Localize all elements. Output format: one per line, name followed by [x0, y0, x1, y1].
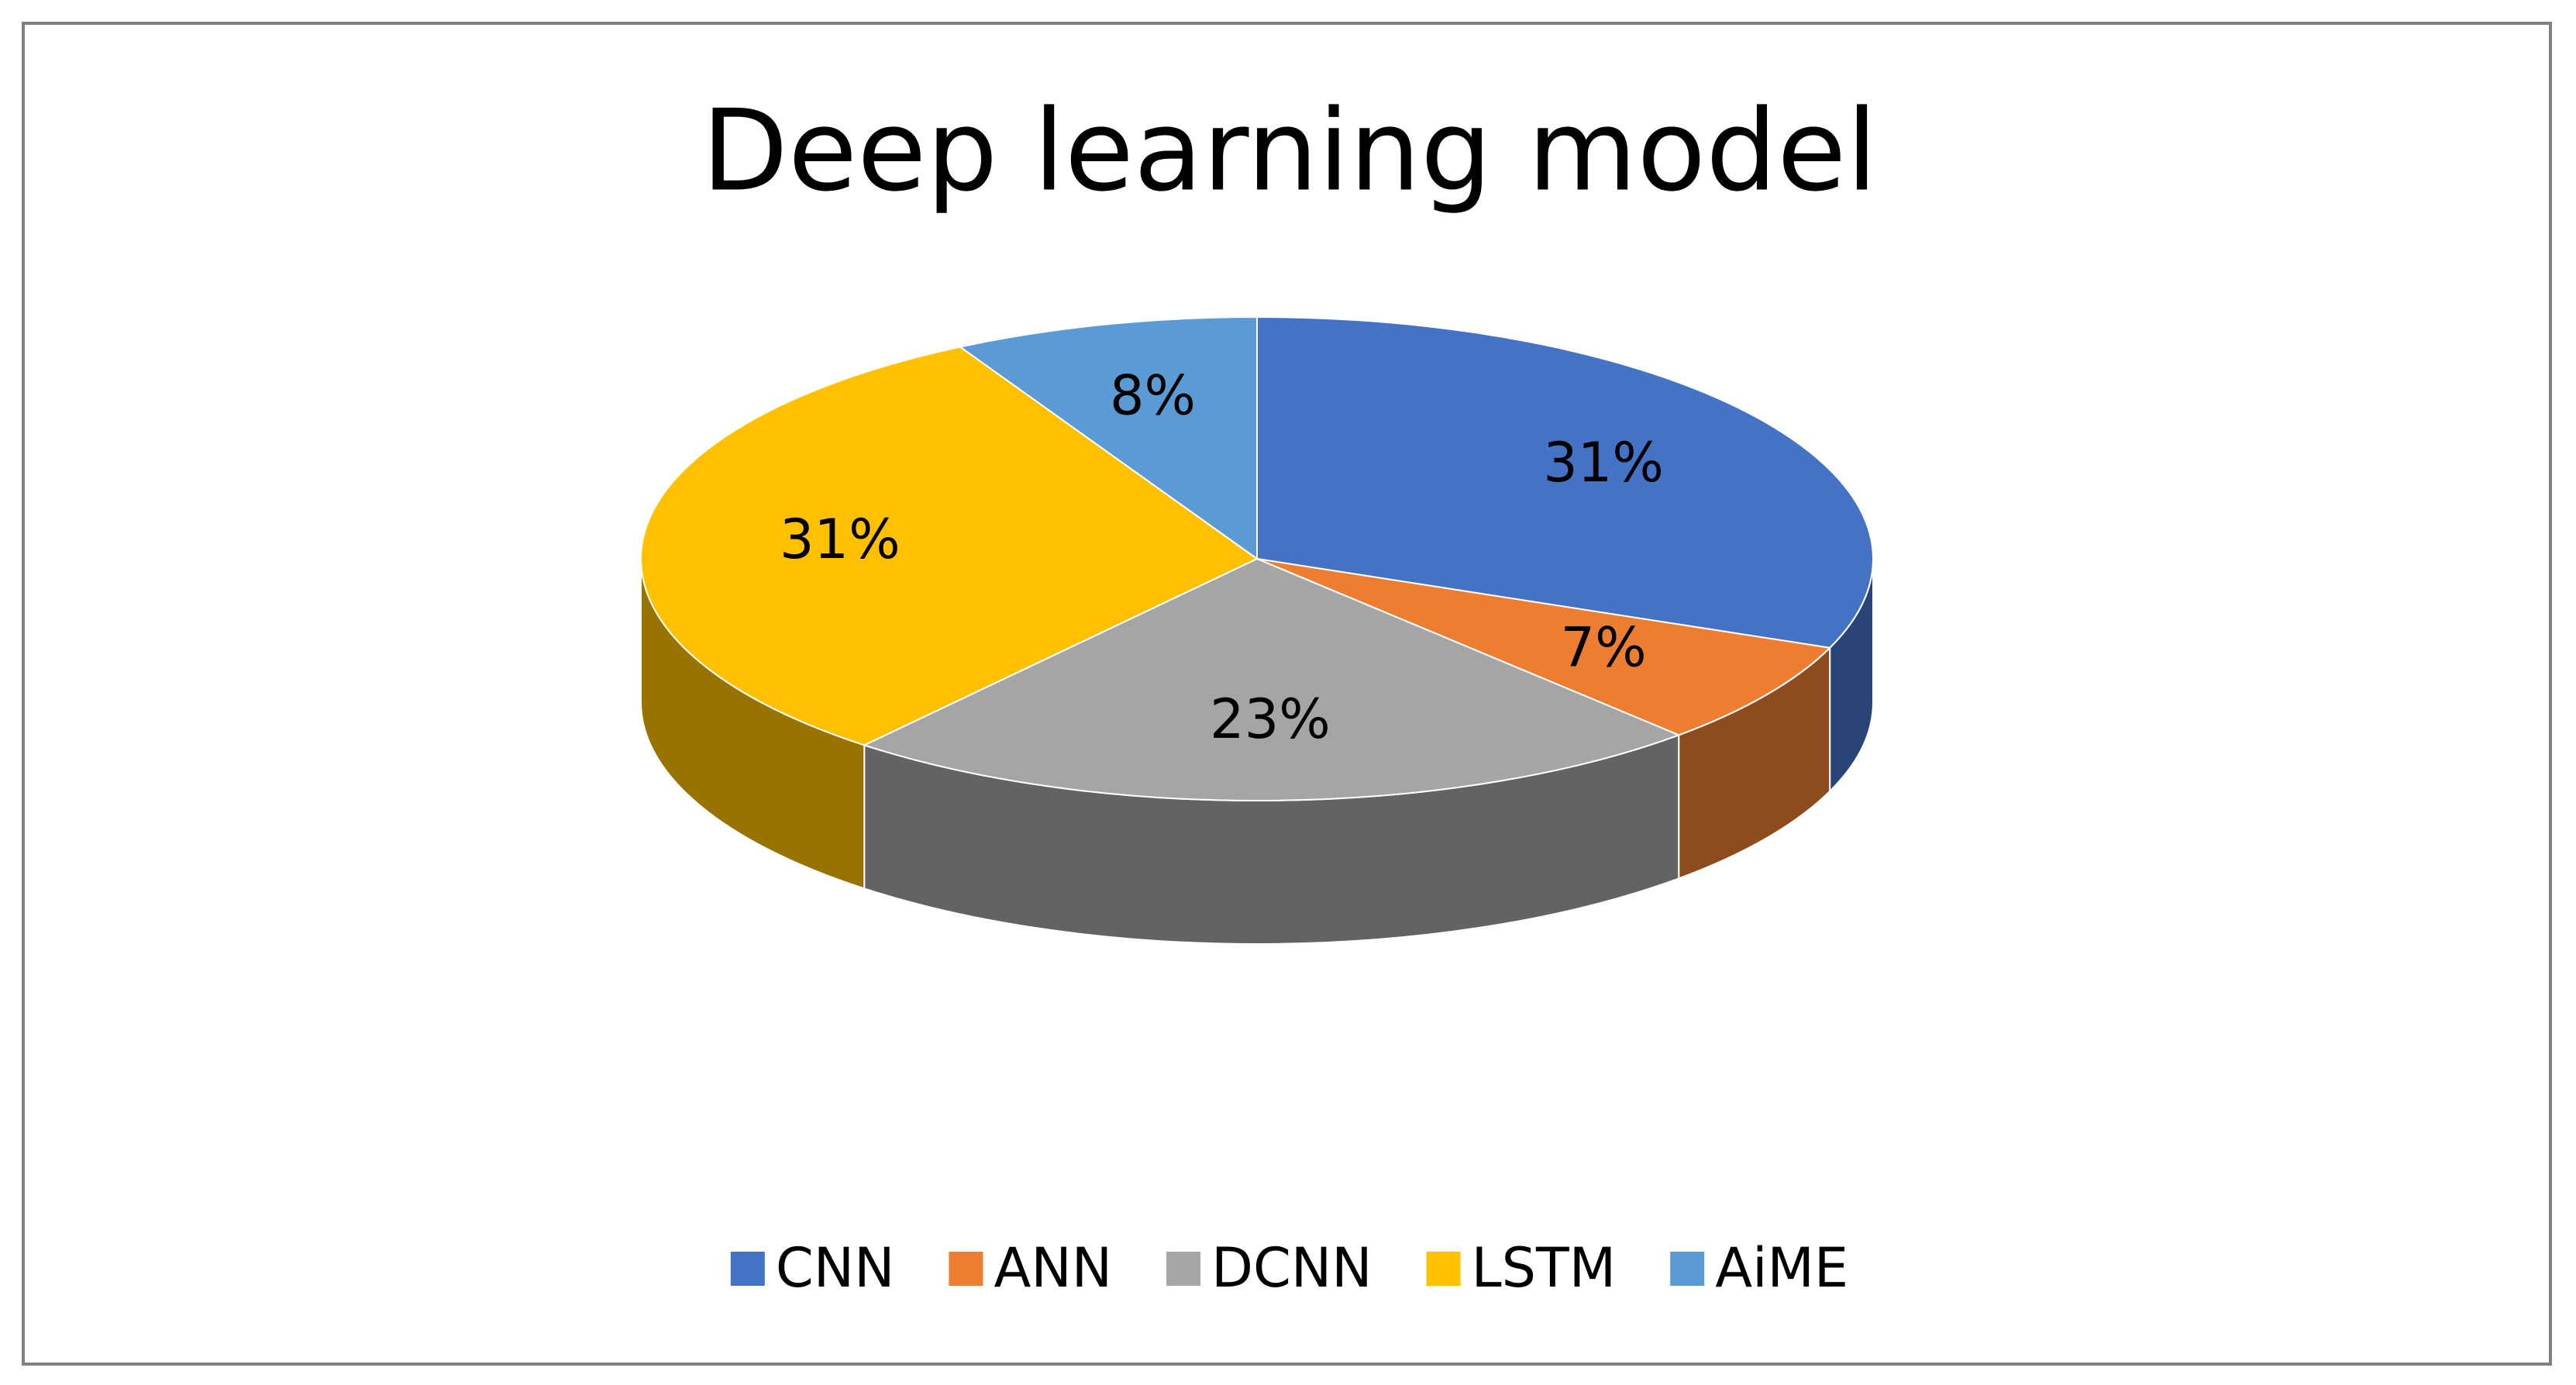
- slice: [862, 557, 1681, 801]
- data-label: 7%: [1561, 615, 1647, 679]
- legend-label: ANN: [994, 1236, 1112, 1300]
- data-label: 31%: [780, 508, 901, 571]
- data-label: 8%: [1110, 364, 1196, 428]
- slice: [1256, 315, 1874, 649]
- legend-label: LSTM: [1472, 1236, 1617, 1300]
- legend-swatch: [1426, 1252, 1461, 1286]
- legend-label: DCNN: [1211, 1236, 1372, 1300]
- slice: [640, 346, 1259, 746]
- legend-swatch: [1670, 1252, 1705, 1286]
- legend-swatch: [730, 1252, 765, 1286]
- legend-label: CNN: [776, 1236, 895, 1300]
- legend: CNN ANN DCNN LSTM AiME: [730, 1236, 1848, 1300]
- slice: [1256, 558, 1832, 736]
- slice: [958, 315, 1258, 560]
- chart-title: Deep learning model: [701, 86, 1877, 217]
- legend-swatch: [1166, 1252, 1201, 1286]
- legend-swatch: [949, 1252, 983, 1286]
- data-label: 23%: [1210, 687, 1331, 751]
- data-label: 31%: [1543, 431, 1664, 494]
- legend-label: AiME: [1715, 1236, 1848, 1300]
